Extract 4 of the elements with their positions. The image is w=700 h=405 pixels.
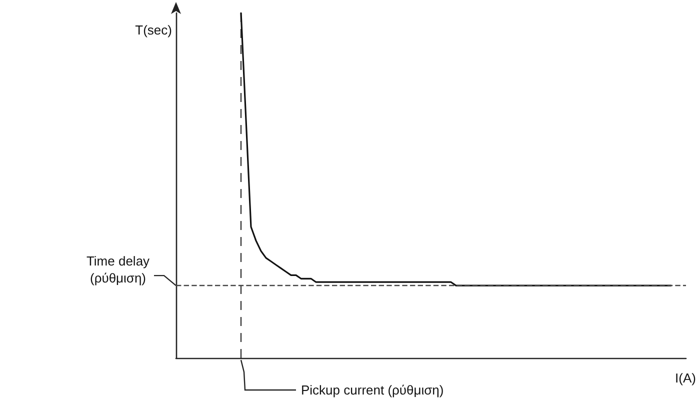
x-axis-title: I(A) [675,370,696,386]
y-axis-title: T(sec) [135,22,172,38]
text: Pickup current (ρύθμιση) [301,382,444,398]
ref-line-label: Time delay (ρύθμιση) [86,254,150,286]
